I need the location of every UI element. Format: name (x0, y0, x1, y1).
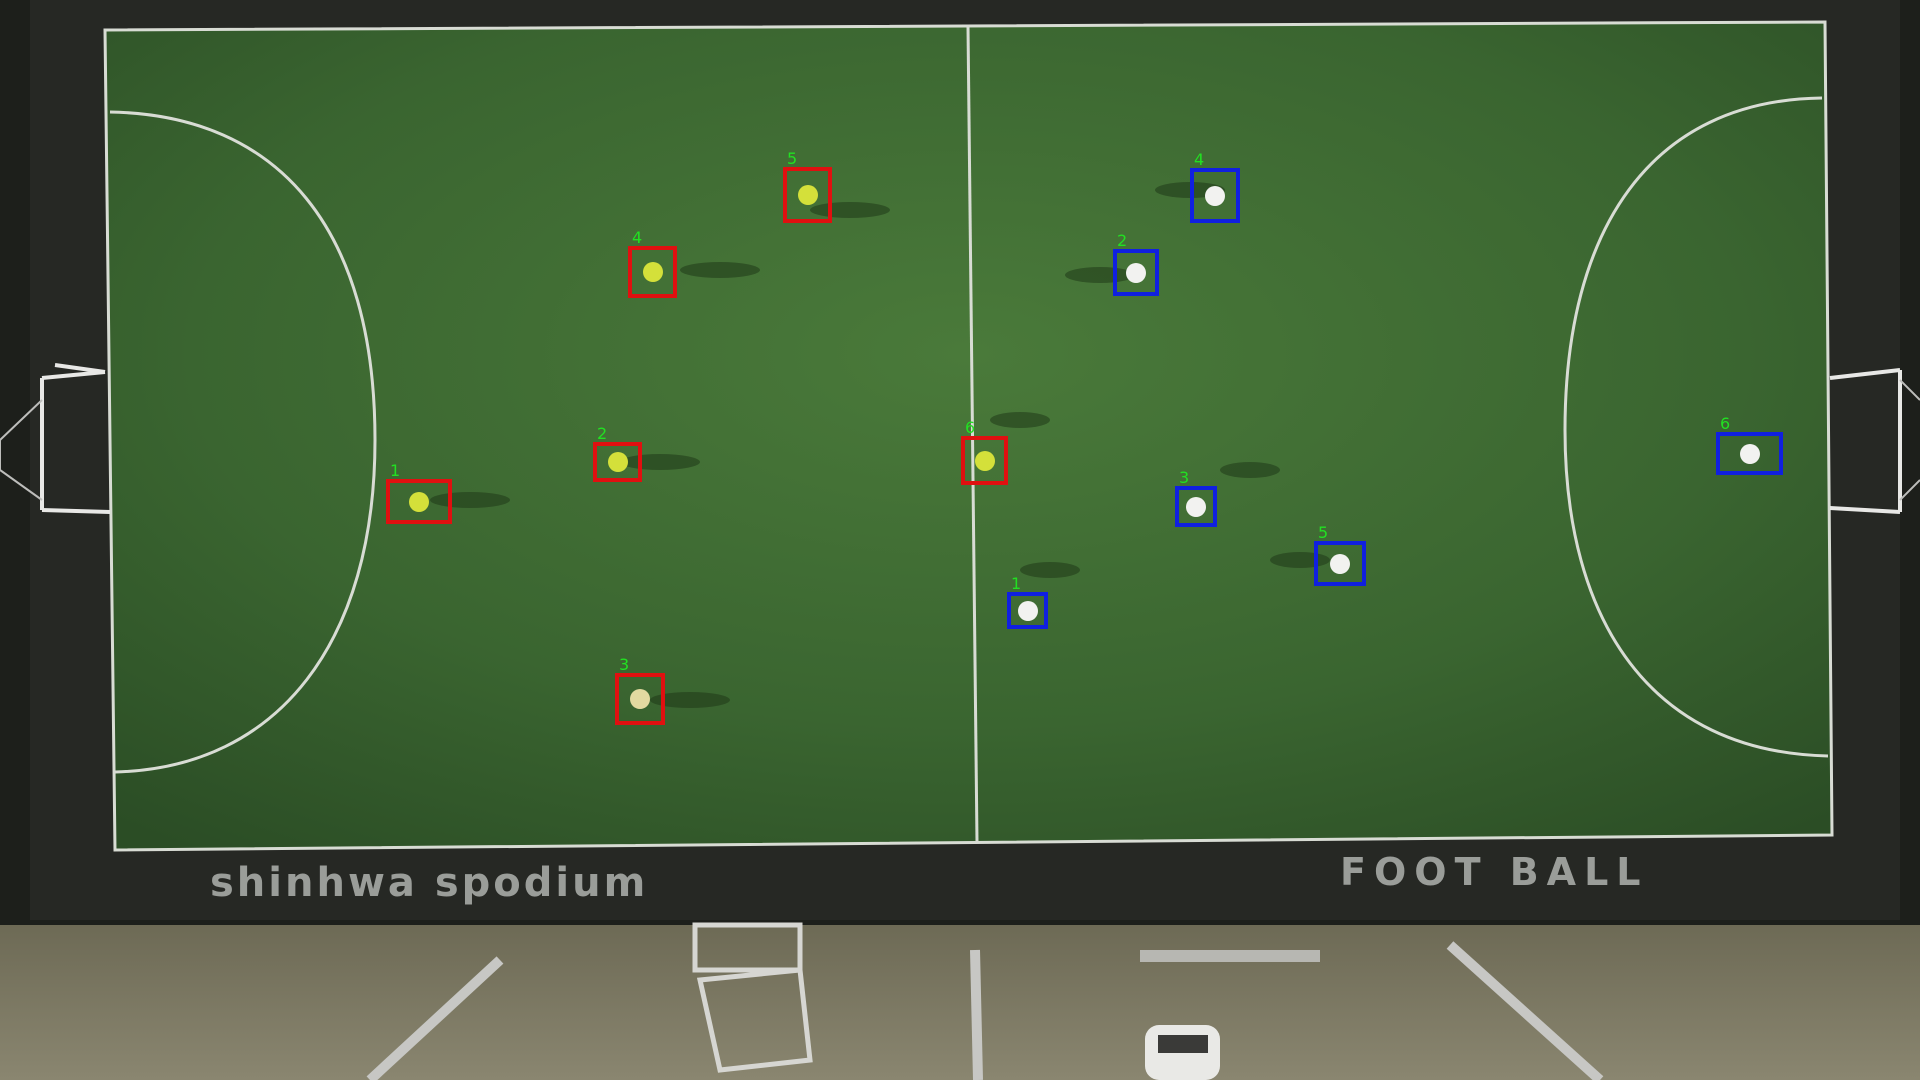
pitch-lines (103, 20, 1834, 852)
right-penalty-arc (1563, 96, 1829, 758)
touchline (103, 20, 1834, 852)
ground-details (366, 922, 1604, 1080)
halfway-line (966, 26, 979, 843)
right-goal (1829, 368, 1920, 514)
ground-area (0, 925, 1920, 1080)
left-goal (0, 363, 111, 514)
left-penalty-arc (109, 110, 377, 774)
